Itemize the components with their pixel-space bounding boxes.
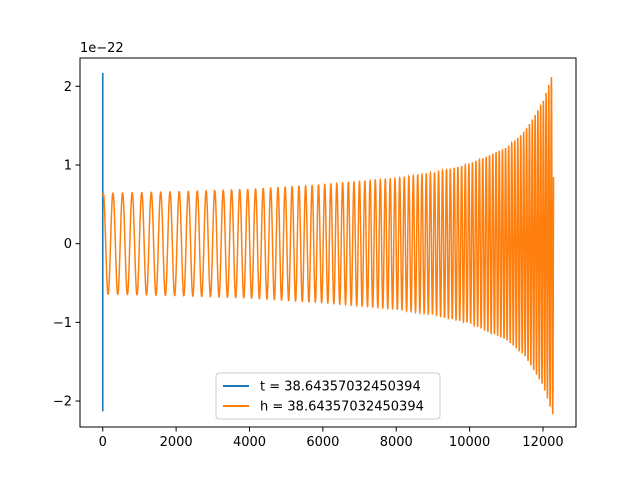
- y-offset-label: 1e−22: [80, 41, 124, 56]
- x-tick-label: 12000: [522, 435, 563, 450]
- plot-area: [101, 72, 555, 415]
- series-h-line: [102, 76, 555, 415]
- y-tick-label: 0: [64, 237, 72, 252]
- x-tick-label: 2000: [160, 435, 193, 450]
- x-tick-label: 0: [99, 435, 107, 450]
- plot-clip-group: [101, 72, 555, 415]
- x-tick-label: 10000: [449, 435, 490, 450]
- y-tick-label: −2: [53, 395, 72, 410]
- y-tick-label: −1: [53, 316, 72, 331]
- axes-frame: [79, 57, 577, 428]
- legend-label-t: t = 38.64357032450394: [260, 380, 421, 395]
- y-tick-label: 1: [64, 159, 72, 174]
- x-tick-label: 4000: [233, 435, 266, 450]
- legend-box: [215, 372, 441, 420]
- axes: 0 2000 4000 6000 8000 10000 12000 2 1 0 −1 −2: [53, 57, 577, 450]
- x-tick-label: 8000: [380, 435, 413, 450]
- y-tick-label: 2: [64, 80, 72, 95]
- x-tick-label: 6000: [306, 435, 339, 450]
- legend-label-h: h = 38.64357032450394: [260, 400, 424, 415]
- legend: t = 38.64357032450394 h = 38.643570324503…: [215, 372, 441, 420]
